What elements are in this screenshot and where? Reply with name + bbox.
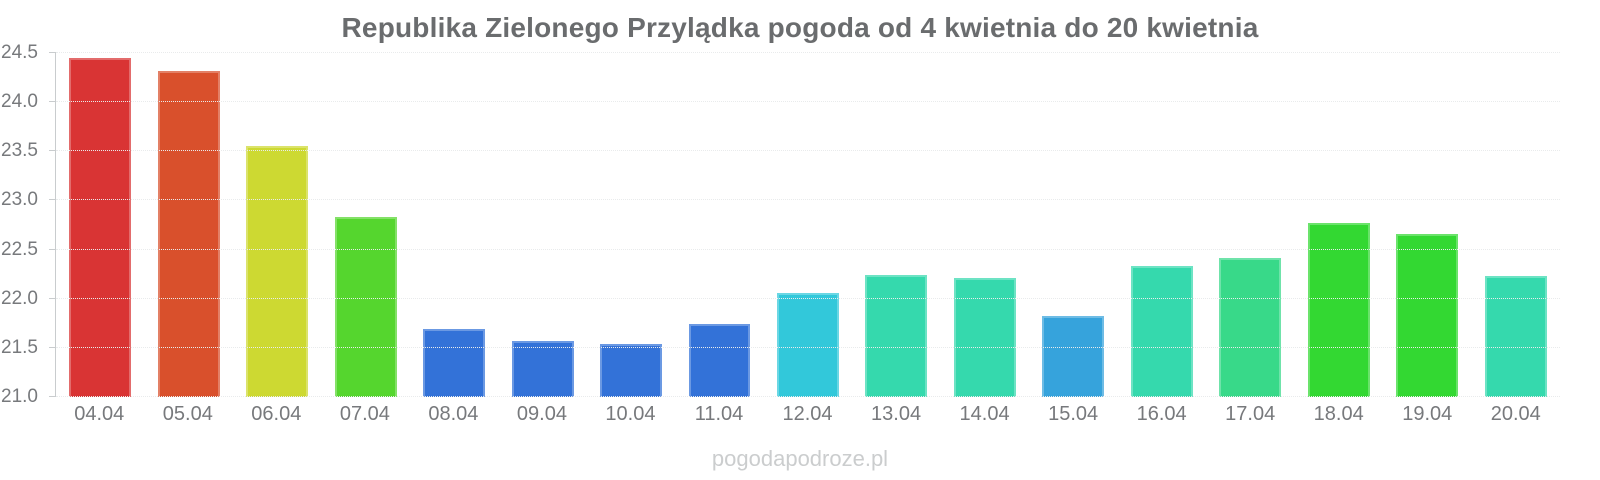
- y-tick-mark: [49, 248, 56, 250]
- x-axis: 04.04 05.04 06.04 07.04 08.04 09.04 10.04 11.04…: [55, 403, 1560, 433]
- bar-slot: [1472, 53, 1560, 397]
- x-tick-label: 07.04: [339, 403, 390, 425]
- x-tick-label: 13.04: [871, 403, 922, 425]
- x-tick-label: 14.04: [959, 403, 1010, 425]
- bar-slot: [1118, 53, 1206, 397]
- y-axis: 21.0 21.5 22.0 22.5 23.0 23.5 24.0 24.5: [0, 42, 47, 407]
- chart-bar-13.04[interactable]: [865, 275, 928, 397]
- x-tick-label: 08.04: [428, 403, 479, 425]
- chart-bar-05.04[interactable]: [157, 70, 220, 397]
- chart-bar-16.04[interactable]: [1130, 266, 1193, 397]
- y-tick-mark: [49, 52, 56, 53]
- bars-row: [56, 53, 1560, 397]
- bar-slot: [321, 53, 409, 397]
- chart-bar-07.04[interactable]: [334, 217, 397, 397]
- chart-title: Republika Zielonego Przylądka pogoda od …: [341, 12, 1259, 43]
- bar-slot: [587, 53, 675, 397]
- chart-bar-08.04[interactable]: [423, 329, 486, 397]
- x-tick-label: 10.04: [605, 403, 656, 425]
- chart-bar-09.04[interactable]: [511, 340, 574, 397]
- chart-bar-12.04[interactable]: [777, 292, 839, 397]
- bar-slot: [1295, 53, 1383, 397]
- x-tick-label: 04.04: [74, 403, 125, 425]
- x-tick-label: 15.04: [1048, 403, 1099, 425]
- chart-bar-06.04[interactable]: [246, 146, 309, 397]
- bar-slot: [1206, 53, 1294, 397]
- watermark-text: pogodapodroze.pl: [711, 446, 889, 471]
- bar-slot: [56, 53, 144, 397]
- x-tick-label: 12.04: [782, 403, 833, 425]
- bar-slot: [144, 53, 232, 397]
- chart-bar-14.04[interactable]: [953, 278, 1016, 397]
- chart-bar-10.04[interactable]: [600, 343, 662, 397]
- y-tick-label: 24.5: [1, 42, 38, 63]
- x-tick-label: 11.04: [694, 403, 744, 425]
- chart-bar-15.04[interactable]: [1042, 316, 1105, 397]
- y-tick-label: 22.5: [1, 238, 38, 260]
- bar-slot: [941, 53, 1029, 397]
- chart-bar-04.04[interactable]: [69, 57, 132, 397]
- x-tick-label: 17.04: [1225, 403, 1276, 425]
- y-tick-mark: [49, 150, 56, 152]
- x-tick-label: 05.04: [162, 403, 213, 425]
- y-tick-label: 21.0: [1, 386, 38, 407]
- y-tick-mark: [49, 396, 56, 397]
- bar-slot: [498, 53, 586, 397]
- y-tick-label: 23.5: [1, 140, 38, 162]
- chart-bar-19.04[interactable]: [1396, 233, 1459, 397]
- bar-slot: [852, 53, 940, 397]
- y-tick-mark: [49, 199, 56, 201]
- x-tick-label: 16.04: [1136, 403, 1187, 425]
- chart-bar-18.04[interactable]: [1307, 223, 1370, 397]
- chart-bar-11.04[interactable]: [688, 324, 751, 397]
- y-tick-label: 21.5: [1, 336, 38, 358]
- chart-bar-17.04[interactable]: [1219, 258, 1282, 397]
- y-tick-mark: [49, 346, 56, 348]
- y-tick-label: 24.0: [1, 91, 38, 113]
- x-tick-label: 18.04: [1313, 403, 1364, 425]
- x-tick-label: 09.04: [516, 403, 567, 425]
- bar-slot: [410, 53, 498, 397]
- y-tick-label: 23.0: [1, 189, 38, 211]
- chart-bar-20.04[interactable]: [1484, 276, 1547, 397]
- y-tick-mark: [49, 297, 56, 299]
- bar-slot: [1383, 53, 1471, 397]
- bar-slot: [233, 53, 321, 397]
- y-tick-mark: [49, 101, 56, 103]
- x-tick-label: 19.04: [1402, 403, 1453, 425]
- plot-area: [49, 52, 1560, 397]
- x-tick-label: 20.04: [1490, 403, 1541, 425]
- bar-slot: [764, 53, 852, 397]
- y-tick-label: 22.0: [1, 287, 38, 309]
- x-tick-label: 06.04: [251, 403, 302, 425]
- bar-slot: [675, 53, 763, 397]
- bar-slot: [1029, 53, 1117, 397]
